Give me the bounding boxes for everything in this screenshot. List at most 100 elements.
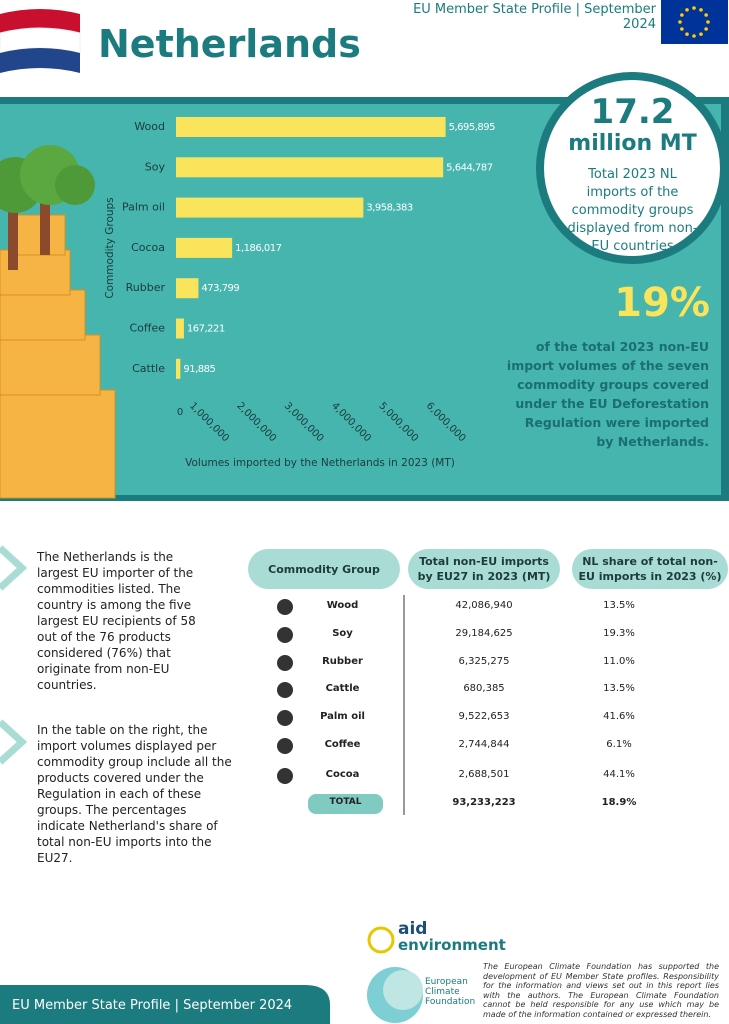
x-tick-label: 0 bbox=[177, 407, 183, 418]
x-axis-label: Volumes imported by the Netherlands in 2… bbox=[185, 457, 455, 469]
bar bbox=[176, 358, 181, 379]
category-label: Soy bbox=[145, 160, 166, 173]
table-cell: 2,688,501 bbox=[458, 769, 510, 780]
value-label: 91,885 bbox=[183, 364, 215, 375]
category-label: Coffee bbox=[129, 322, 165, 335]
bar bbox=[176, 237, 233, 258]
flag-red bbox=[0, 9, 80, 33]
table-cell: Wood bbox=[326, 600, 359, 611]
value-label: 3,958,383 bbox=[366, 203, 413, 214]
aid-logo bbox=[367, 926, 395, 954]
star bbox=[699, 8, 703, 12]
value-label: 5,644,787 bbox=[446, 162, 493, 173]
bar bbox=[176, 117, 446, 137]
table-cell: Cattle bbox=[325, 683, 360, 694]
commodity-icon bbox=[277, 599, 293, 615]
star bbox=[678, 20, 682, 24]
category-label: Rubber bbox=[126, 281, 166, 294]
table-cell: 6,325,275 bbox=[458, 656, 510, 667]
table-cell: 44.1% bbox=[603, 769, 635, 780]
value-label: 473,799 bbox=[201, 283, 239, 294]
star bbox=[692, 34, 696, 38]
commodity-icon bbox=[277, 682, 293, 698]
table-header: Commodity Group bbox=[268, 563, 380, 576]
table-total: 93,233,223 bbox=[452, 797, 516, 808]
table-cell: 13.5% bbox=[603, 600, 635, 611]
star bbox=[699, 32, 703, 36]
star bbox=[704, 27, 708, 31]
star bbox=[704, 13, 708, 17]
footer-label: EU Member State Profile | September 2024 bbox=[12, 998, 293, 1013]
category-label: Cattle bbox=[132, 362, 165, 375]
table-cell: 9,522,653 bbox=[458, 711, 510, 722]
share-value: 19% bbox=[614, 280, 710, 326]
disclaimer: The European Climate Foundation has supp… bbox=[483, 962, 719, 1019]
bar bbox=[176, 197, 364, 218]
commodity-icon bbox=[277, 768, 293, 784]
table-cell: 13.5% bbox=[603, 683, 635, 694]
value-label: 1,186,017 bbox=[235, 243, 282, 254]
bar bbox=[176, 157, 444, 178]
table-cell: 41.6% bbox=[603, 711, 635, 722]
table-total: TOTAL bbox=[329, 797, 362, 807]
y-axis-label: Commodity Groups bbox=[104, 197, 116, 298]
category-label: Wood bbox=[134, 120, 165, 133]
table-header-pill bbox=[572, 549, 728, 589]
bar bbox=[176, 318, 184, 339]
paragraph: In the table on the right, the import vo… bbox=[37, 723, 232, 865]
chevron bbox=[0, 545, 28, 591]
total-unit: million MT bbox=[568, 131, 697, 156]
table-cell: 680,385 bbox=[463, 683, 505, 694]
value-label: 5,695,895 bbox=[449, 122, 496, 133]
bar bbox=[176, 278, 199, 299]
table-total: 18.9% bbox=[601, 797, 637, 808]
category-label: Cocoa bbox=[131, 241, 165, 254]
table-cell: Soy bbox=[332, 628, 353, 639]
logo-environment: environment bbox=[398, 936, 506, 954]
star bbox=[685, 8, 689, 12]
table-cell: Cocoa bbox=[325, 769, 360, 780]
star bbox=[680, 13, 684, 17]
ecf-logo bbox=[383, 970, 423, 1010]
table-header-pill bbox=[248, 549, 400, 589]
header-subtitle: EU Member State Profile | September 2024 bbox=[413, 2, 656, 32]
table-cell: 42,086,940 bbox=[455, 600, 513, 611]
total-pill bbox=[308, 794, 383, 814]
logo-aid: aid bbox=[398, 919, 428, 939]
table-cell: Coffee bbox=[324, 739, 361, 750]
table-cell: 19.3% bbox=[603, 628, 635, 639]
star bbox=[680, 27, 684, 31]
table-header: NL share of total non-EU imports in 2023… bbox=[578, 555, 722, 583]
chevron bbox=[0, 719, 28, 765]
eu-stars bbox=[678, 6, 710, 38]
table-cell: 11.0% bbox=[603, 656, 635, 667]
star bbox=[692, 6, 696, 10]
table-header: Total non-EU imports by EU27 in 2023 (MT… bbox=[417, 555, 551, 583]
table-cell: 29,184,625 bbox=[455, 628, 513, 639]
commodity-icon bbox=[277, 710, 293, 726]
flag-blue bbox=[0, 48, 80, 73]
trees bbox=[0, 145, 95, 270]
icons bbox=[277, 599, 293, 784]
total-value: 17.2 bbox=[590, 92, 675, 132]
category-label: Palm oil bbox=[122, 201, 165, 214]
commodity-icon bbox=[277, 655, 293, 671]
highlight-circle bbox=[536, 72, 728, 264]
share-text: of the total 2023 non-EU import volumes … bbox=[506, 339, 709, 449]
value-label: 167,221 bbox=[187, 324, 225, 335]
header-title: Netherlands bbox=[98, 22, 361, 66]
star bbox=[706, 20, 710, 24]
table-cell: Rubber bbox=[322, 656, 363, 667]
logo-ecf: European Climate Foundation bbox=[425, 977, 476, 1007]
table-cell: Palm oil bbox=[320, 711, 365, 722]
containers bbox=[0, 214, 116, 499]
paragraph: The Netherlands is the largest EU import… bbox=[37, 550, 196, 692]
table-cell: 2,744,844 bbox=[458, 739, 510, 750]
footer-bar bbox=[0, 985, 330, 1024]
table-header-pill bbox=[408, 549, 560, 589]
commodity-icon bbox=[277, 738, 293, 754]
table-cell: 6.1% bbox=[606, 739, 632, 750]
star bbox=[685, 32, 689, 36]
